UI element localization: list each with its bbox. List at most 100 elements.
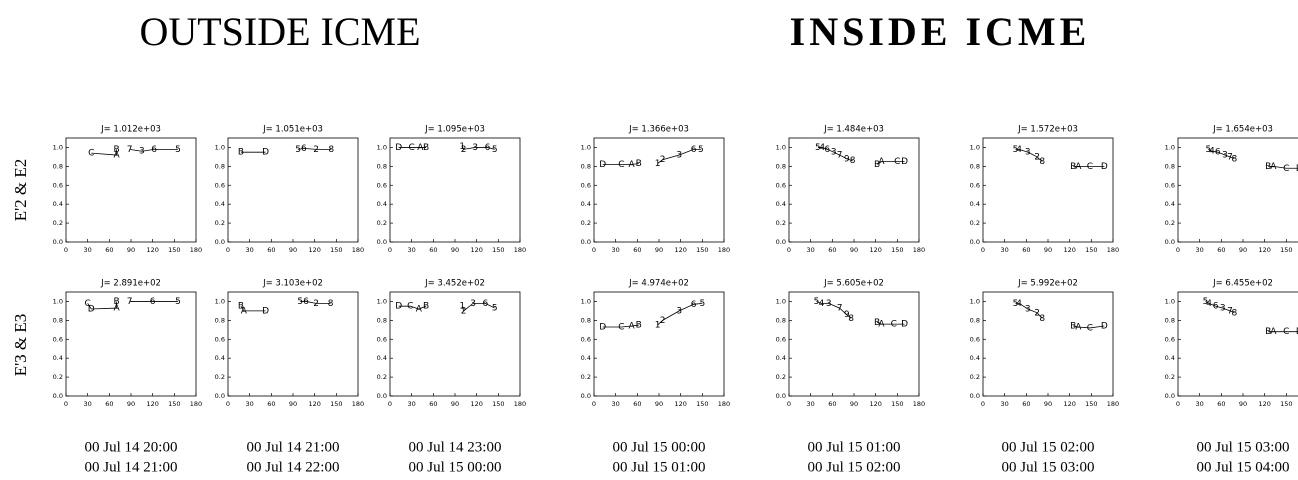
x-tick-label: 150 [492,400,504,408]
x-tick-label: 90 [1044,400,1052,408]
x-tick-label: 60 [1217,246,1225,254]
point-label: 5 [492,145,498,155]
x-tick-label: 180 [718,400,730,408]
y-tick-label: 0.6 [970,335,980,343]
point-label: 3 [676,306,682,316]
series-line [300,301,331,304]
point-label: A [1270,327,1277,337]
y-tick-label: 1.0 [215,297,225,305]
point-label: 2 [1034,152,1040,162]
point-label: 5 [814,297,820,307]
y-tick-label: 0.6 [53,335,63,343]
y-tick-label: 0.0 [970,392,980,400]
point-label: C [409,143,415,153]
chart-title: J= 4.974e+02 [628,279,689,289]
x-tick-label: 30 [246,400,254,408]
y-tick-label: 0.2 [776,219,786,227]
x-tick-label: 150 [696,400,708,408]
y-tick-label: 0.4 [581,354,591,362]
point-label: 4 [1016,145,1022,155]
y-tick-label: 1.0 [970,143,980,151]
x-tick-label: 180 [913,400,925,408]
point-label: A [878,157,885,167]
x-tick-label: 0 [981,246,985,254]
point-label: C [894,157,900,167]
point-label: 2 [461,145,467,155]
series-line [602,163,639,165]
point-label: 6 [1215,148,1221,158]
point-label: 4 [1206,299,1212,309]
point-label: D [599,160,606,170]
point-label: C [88,149,94,159]
x-tick-label: 0 [787,400,791,408]
plot-frame [389,137,521,243]
point-label: A [628,322,635,332]
x-tick-label: 60 [1022,400,1030,408]
point-label: D [262,148,269,158]
x-tick-label: 120 [1063,400,1075,408]
y-tick-label: 0.6 [53,181,63,189]
y-tick-label: 1.0 [970,297,980,305]
x-tick-label: 150 [168,400,180,408]
chart-title: J= 1.095e+03 [424,125,485,135]
point-label: 5 [1203,297,1209,307]
point-label: 8 [1231,154,1237,164]
y-tick-label: 0.2 [53,219,63,227]
y-tick-label: 0.0 [53,392,63,400]
time-label: 00 Jul 15 00:00 [613,439,706,455]
y-tick-label: 1.0 [776,143,786,151]
point-label: 6 [303,297,309,307]
plot-frame [1177,291,1298,397]
series-line [817,147,853,162]
time-label: 00 Jul 15 03:00 [1002,459,1095,475]
x-tick-label: 60 [1022,246,1030,254]
point-label: D [599,322,606,332]
y-tick-label: 1.0 [377,297,387,305]
series-line [91,149,117,156]
point-label: 6 [824,145,830,155]
heading-outside: OUTSIDE ICME [139,9,420,54]
x-tick-label: 60 [828,246,836,254]
series-line [657,302,703,326]
chart-title: J= 6.455e+02 [1212,279,1273,289]
point-label: D [901,320,908,330]
point-label: 5 [699,299,705,309]
chart-title: J= 1.051e+03 [262,125,323,135]
point-label: 6 [485,143,491,153]
point-label: B [423,302,429,312]
x-tick-label: 30 [807,246,815,254]
point-label: 8 [848,314,854,324]
point-label: B [874,160,880,170]
y-tick-label: 0.6 [776,181,786,189]
x-tick-label: 150 [330,400,342,408]
y-tick-label: 0.4 [53,200,63,208]
point-label: 2 [313,299,319,309]
point-label: 1 [655,321,661,331]
x-tick-label: 60 [828,400,836,408]
y-tick-label: 0.8 [53,162,63,170]
point-label: B [1265,162,1271,172]
point-label: D [1101,322,1108,332]
plot-frame [982,291,1114,397]
y-tick-label: 0.6 [215,335,225,343]
x-tick-label: 180 [514,400,526,408]
y-tick-label: 0.8 [215,162,225,170]
y-tick-label: 1.0 [53,143,63,151]
y-tick-label: 0.8 [1165,316,1175,324]
y-tick-label: 0.8 [970,162,980,170]
point-label: 7 [837,304,843,314]
point-label: 3 [676,151,682,161]
time-label: 00 Jul 15 04:00 [1197,459,1290,475]
plot-frame [982,137,1114,243]
y-tick-label: 0.2 [776,373,786,381]
point-label: 3 [139,147,145,157]
x-tick-label: 150 [1085,400,1097,408]
point-label: A [628,160,635,170]
x-tick-label: 180 [913,246,925,254]
point-label: 8 [328,145,334,155]
x-tick-label: 180 [352,246,364,254]
x-tick-label: 30 [1196,246,1204,254]
x-tick-label: 60 [633,400,641,408]
point-label: A [417,143,424,153]
x-tick-label: 90 [850,400,858,408]
